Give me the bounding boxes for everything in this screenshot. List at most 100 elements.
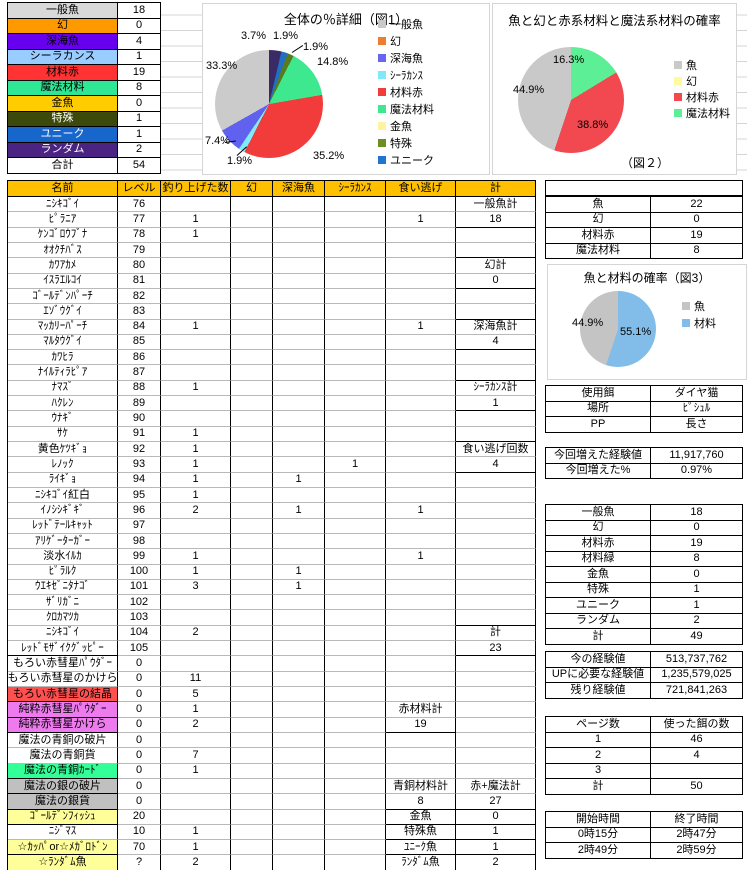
table-cell-level[interactable]: 99 (118, 549, 161, 565)
table-cell-level[interactable]: 96 (118, 503, 161, 519)
panel-value-cell[interactable]: 19 (651, 536, 743, 552)
table-cell-level[interactable]: 80 (118, 258, 161, 274)
table-cell-coel[interactable] (325, 380, 386, 397)
column-header-cell[interactable]: 深海魚 (273, 181, 325, 197)
table-cell-missed[interactable] (386, 533, 456, 550)
panel-label-cell[interactable]: 幻 (546, 520, 651, 536)
panel-value-cell[interactable]: 19 (651, 228, 743, 244)
table-cell-phantom[interactable] (231, 533, 273, 550)
table-cell-phantom[interactable] (231, 855, 273, 870)
category-value-cell[interactable]: 0 (118, 96, 161, 112)
table-cell-phantom[interactable] (231, 380, 273, 397)
table-cell-name[interactable]: ﾋﾟﾗﾙｸ (8, 564, 118, 580)
table-cell-level[interactable]: 88 (118, 380, 161, 397)
table-cell-total[interactable] (456, 487, 536, 504)
table-cell-phantom[interactable] (231, 411, 273, 427)
table-cell-deep[interactable] (273, 702, 325, 718)
table-cell-total[interactable] (456, 365, 536, 381)
panel-value-cell[interactable]: 4 (651, 748, 743, 764)
panel-value-cell[interactable]: 8 (651, 243, 743, 259)
table-cell-deep[interactable] (273, 748, 325, 764)
table-cell-coel[interactable] (325, 732, 386, 749)
table-cell-count[interactable] (161, 365, 231, 381)
table-cell-coel[interactable] (325, 334, 386, 351)
table-cell-level[interactable]: 92 (118, 442, 161, 458)
table-cell-missed[interactable] (386, 334, 456, 351)
pie-chart-figure3[interactable]: 魚と材料の確率（図3） 魚材料 55.1% 44.9% (547, 264, 747, 380)
table-cell-name[interactable]: ﾆｼｷｺﾞｲ紅白 (8, 487, 118, 504)
table-cell-total[interactable] (456, 350, 536, 366)
table-cell-count[interactable]: 2 (161, 625, 231, 642)
table-cell-level[interactable]: 91 (118, 426, 161, 442)
table-cell-name[interactable]: ｵｵｸﾁﾊﾞｽ (8, 242, 118, 259)
table-cell-name[interactable]: ☆ｶｯﾊﾟor☆ﾒｶﾞﾛﾄﾞﾝ (8, 840, 118, 856)
table-cell-coel[interactable] (325, 625, 386, 642)
table-cell-total[interactable] (456, 518, 536, 534)
category-value-cell[interactable]: 4 (118, 34, 161, 50)
panel-value-cell[interactable]: 0 (651, 567, 743, 583)
table-cell-missed[interactable]: 1 (386, 503, 456, 519)
table-cell-coel[interactable] (325, 641, 386, 657)
table-cell-name[interactable]: ﾆｼｷｺﾞｲ (8, 197, 118, 213)
category-label-cell[interactable]: 材料赤 (8, 65, 118, 81)
table-cell-phantom[interactable] (231, 472, 273, 488)
panel-value-cell[interactable]: 49 (651, 629, 743, 645)
table-cell-count[interactable]: 11 (161, 671, 231, 687)
table-cell-missed[interactable] (386, 487, 456, 504)
table-cell-count[interactable] (161, 794, 231, 810)
table-cell-missed[interactable]: 1 (386, 549, 456, 565)
table-cell-name[interactable]: 魔法の青銅ｶｰﾄﾞ (8, 763, 118, 779)
table-cell-deep[interactable]: 1 (273, 579, 325, 596)
table-cell-coel[interactable] (325, 242, 386, 259)
table-cell-deep[interactable]: 1 (273, 503, 325, 519)
column-header-cell[interactable]: 幻 (231, 181, 273, 197)
panel-label-cell[interactable]: 材料緑 (546, 551, 651, 567)
panel-value-cell[interactable] (651, 763, 743, 779)
table-cell-total[interactable]: 1 (456, 396, 536, 412)
category-label-cell[interactable]: 特殊 (8, 111, 118, 127)
table-cell-coel[interactable] (325, 610, 386, 626)
category-label-cell[interactable]: 魔法材料 (8, 80, 118, 96)
table-cell-level[interactable]: 89 (118, 396, 161, 412)
table-cell-missed[interactable] (386, 748, 456, 764)
table-cell-missed[interactable]: 特殊魚 (386, 824, 456, 841)
table-cell-missed[interactable]: 青銅材料計 (386, 778, 456, 795)
table-cell-phantom[interactable] (231, 273, 273, 289)
table-cell-count[interactable] (161, 809, 231, 825)
pie-chart-figure2[interactable]: 魚と幻と赤系材料と魔法系材料の確率 魚幻材料赤 魔法材料 （図２） 16.3% 38… (492, 3, 737, 175)
table-cell-level[interactable]: 102 (118, 595, 161, 611)
panel-value-cell[interactable]: 1 (651, 582, 743, 598)
table-cell-count[interactable] (161, 610, 231, 626)
table-cell-deep[interactable] (273, 304, 325, 320)
table-cell-phantom[interactable] (231, 457, 273, 473)
table-cell-count[interactable] (161, 533, 231, 550)
table-cell-coel[interactable] (325, 824, 386, 841)
panel-label-cell[interactable]: ページ数 (546, 717, 651, 733)
panel-label-cell[interactable]: 金魚 (546, 567, 651, 583)
category-label-cell[interactable]: ユニーク (8, 127, 118, 143)
table-cell-name[interactable]: 黄色ｹﾂｷﾞｮ (8, 442, 118, 458)
category-label-cell[interactable]: 合計 (8, 158, 118, 174)
table-cell-total[interactable] (456, 426, 536, 442)
table-cell-coel[interactable] (325, 442, 386, 458)
table-cell-name[interactable]: ｶﾜｱｶﾒ (8, 258, 118, 274)
table-cell-missed[interactable] (386, 641, 456, 657)
table-cell-count[interactable]: 2 (161, 855, 231, 870)
table-cell-total[interactable] (456, 671, 536, 687)
table-cell-total[interactable] (456, 579, 536, 596)
table-cell-count[interactable]: 1 (161, 702, 231, 718)
table-cell-level[interactable]: 0 (118, 702, 161, 718)
table-cell-name[interactable]: ｳﾅｷﾞ (8, 411, 118, 427)
table-cell-coel[interactable] (325, 503, 386, 519)
table-cell-total[interactable]: 2 (456, 855, 536, 870)
table-cell-name[interactable]: ｺﾞｰﾙﾃﾞﾝﾊﾟｰﾁ (8, 288, 118, 305)
pie-chart-figure1[interactable]: 全体の％詳細（図1） 一般魚幻深海魚 ｼｰﾗｶﾝｽ 材料赤 魔法材料 金魚 特殊 ユニーク … (202, 3, 490, 175)
table-cell-phantom[interactable] (231, 396, 273, 412)
table-cell-phantom[interactable] (231, 258, 273, 274)
table-cell-level[interactable]: 84 (118, 319, 161, 335)
table-cell-deep[interactable] (273, 380, 325, 397)
table-cell-total[interactable] (456, 472, 536, 488)
table-cell-coel[interactable] (325, 487, 386, 504)
panel-label-cell[interactable]: 特殊 (546, 582, 651, 598)
table-cell-count[interactable] (161, 273, 231, 289)
